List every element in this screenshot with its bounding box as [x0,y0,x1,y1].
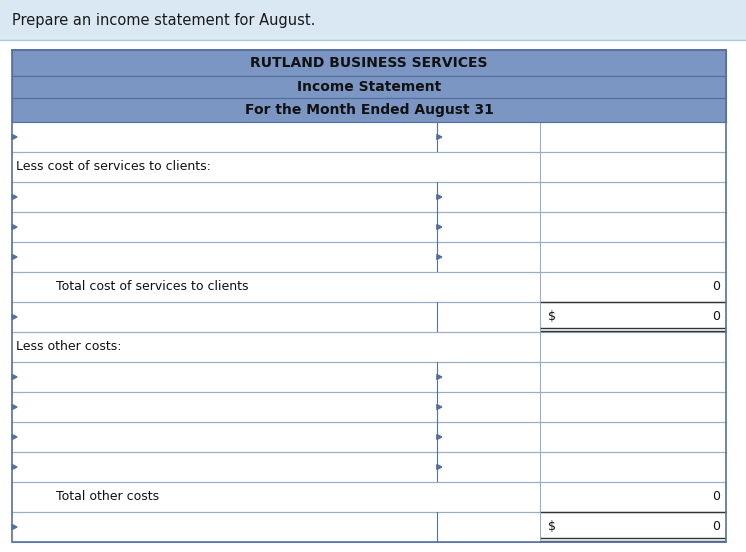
Polygon shape [12,315,17,320]
Bar [12,152,726,182]
Bar [12,50,726,76]
Polygon shape [12,374,17,380]
Polygon shape [12,194,17,199]
Bar [12,482,726,512]
Polygon shape [12,135,17,140]
Bar [0,0,746,40]
Bar [12,242,726,272]
Polygon shape [437,405,442,410]
Bar [12,50,726,542]
Text: Income Statement: Income Statement [297,80,441,94]
Bar [12,122,726,152]
Polygon shape [12,254,17,259]
Text: Total cost of services to clients: Total cost of services to clients [56,280,248,294]
Polygon shape [437,225,442,230]
Text: Less other costs:: Less other costs: [16,341,122,353]
Bar [12,392,726,422]
Bar [12,272,726,302]
Polygon shape [12,434,17,439]
Polygon shape [437,374,442,380]
Bar [12,452,726,482]
Bar [12,422,726,452]
Bar [12,302,726,332]
Bar [12,512,726,542]
Text: 0: 0 [712,280,720,294]
Text: Less cost of services to clients:: Less cost of services to clients: [16,161,211,173]
Bar [12,332,726,362]
Polygon shape [12,225,17,230]
Bar [12,362,726,392]
Polygon shape [437,194,442,199]
Text: 0: 0 [712,310,720,323]
Bar [12,76,726,98]
Bar [12,182,726,212]
Polygon shape [12,405,17,410]
Bar [12,98,726,122]
Text: $: $ [548,521,557,533]
Polygon shape [437,464,442,470]
Polygon shape [12,524,17,529]
Bar [12,212,726,242]
Text: RUTLAND BUSINESS SERVICES: RUTLAND BUSINESS SERVICES [250,56,488,70]
Text: 0: 0 [712,491,720,503]
Polygon shape [437,135,442,140]
Text: $: $ [548,310,557,323]
Text: Total other costs: Total other costs [56,491,159,503]
Text: For the Month Ended August 31: For the Month Ended August 31 [245,103,493,117]
Polygon shape [437,434,442,439]
Polygon shape [12,464,17,470]
Text: 0: 0 [712,521,720,533]
Polygon shape [437,254,442,259]
Text: Prepare an income statement for August.: Prepare an income statement for August. [12,13,316,28]
